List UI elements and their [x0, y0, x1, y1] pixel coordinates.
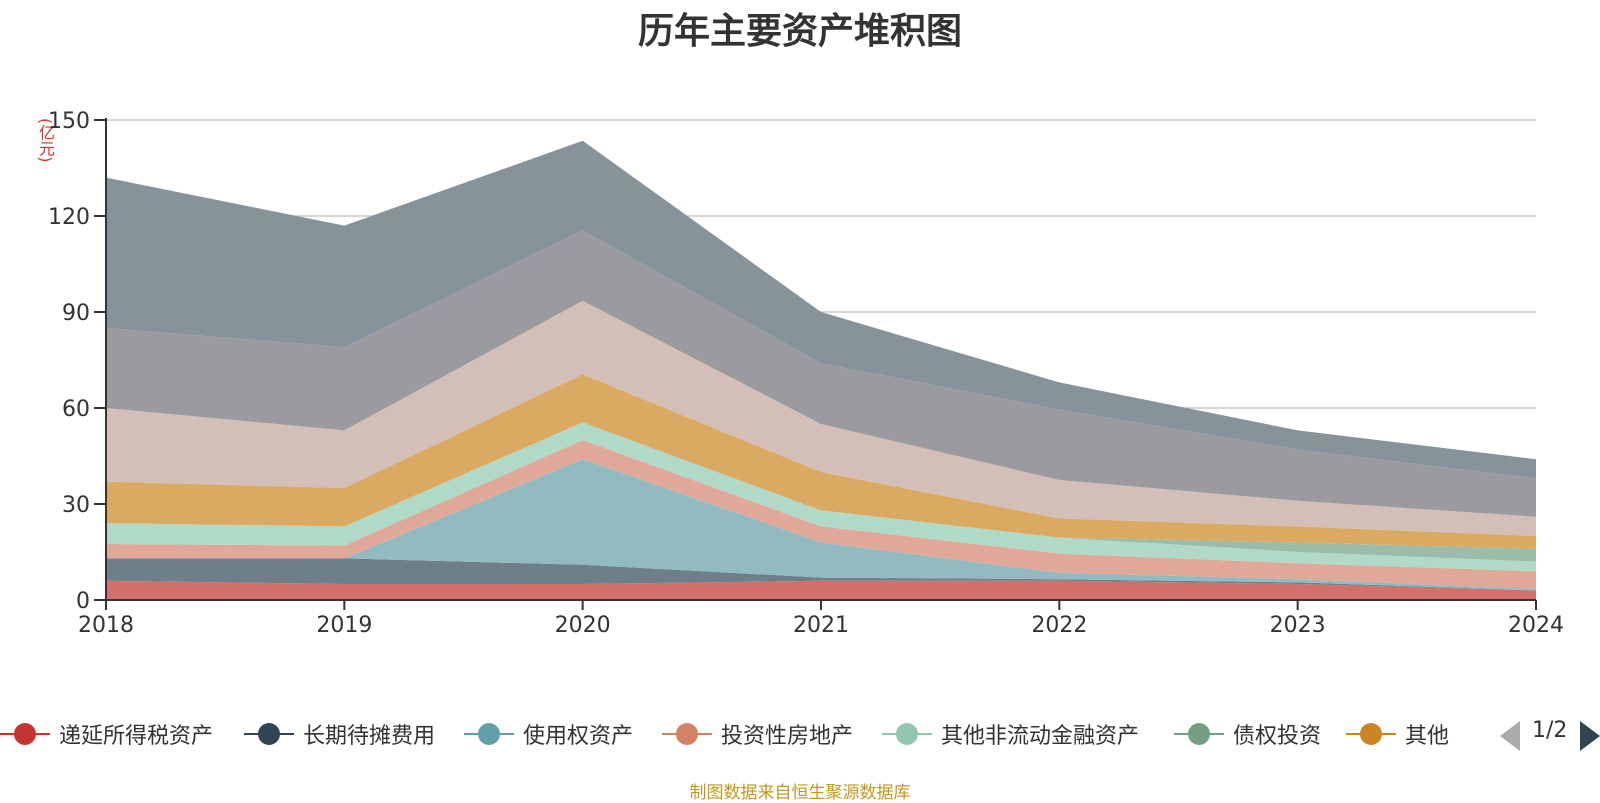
area-series-10 — [106, 140, 1536, 479]
legend-item-1[interactable]: 递延所得税资产 — [0, 716, 213, 752]
area-series-4 — [106, 440, 1536, 589]
x-tick-label: 2019 — [316, 613, 372, 638]
legend-marker-icon — [1174, 716, 1224, 752]
legend-dot-icon — [676, 723, 698, 745]
legend-dot-icon — [1360, 723, 1382, 745]
legend-marker-icon — [464, 716, 514, 752]
x-tick-label: 2024 — [1508, 613, 1564, 638]
legend-label: 使用权资产 — [523, 724, 634, 749]
area-series-9 — [106, 230, 1536, 517]
legend-marker-icon — [0, 716, 50, 752]
legend-marker-icon — [662, 716, 712, 752]
legend-item-4[interactable]: 投资性房地产 — [662, 716, 853, 752]
legend-marker-icon — [882, 716, 932, 752]
legend-label: 债权投资 — [1233, 724, 1322, 749]
legend-dot-icon — [478, 723, 500, 745]
legend-prev-page-icon[interactable] — [1500, 721, 1520, 751]
legend-label: 递延所得税资产 — [59, 724, 214, 749]
legend-item-6[interactable]: 债权投资 — [1174, 716, 1321, 752]
area-series-7 — [106, 374, 1536, 549]
x-tick-label: 2020 — [555, 613, 611, 638]
x-tick-label: 2021 — [793, 613, 849, 638]
legend-item-3[interactable]: 使用权资产 — [464, 716, 633, 752]
legend-label: 长期待摊费用 — [303, 724, 436, 749]
legend-dot-icon — [896, 723, 918, 745]
area-series-8 — [106, 300, 1536, 536]
legend-next-page-icon[interactable] — [1580, 721, 1600, 751]
legend-marker-icon — [1346, 716, 1396, 752]
x-tick-label: 2018 — [78, 613, 134, 638]
y-axis-unit-label: (亿元) — [36, 118, 55, 163]
legend-item-7[interactable]: 其他 — [1346, 716, 1449, 752]
x-tick-label: 2023 — [1270, 613, 1326, 638]
area-series-5 — [106, 422, 1536, 572]
y-tick-label: 0 — [76, 589, 90, 614]
legend-marker-icon — [244, 716, 294, 752]
legend-item-5[interactable]: 其他非流动金融资产 — [882, 716, 1139, 752]
legend-label: 其他非流动金融资产 — [941, 724, 1140, 749]
legend-page-indicator: 1/2 — [1532, 718, 1568, 743]
y-tick-label: 90 — [62, 301, 90, 326]
chart-title: 历年主要资产堆积图 — [637, 11, 962, 52]
legend-item-2[interactable]: 长期待摊费用 — [244, 716, 435, 752]
legend-dot-icon — [14, 723, 36, 745]
area-series-2 — [106, 558, 1536, 591]
stacked-area-chart: 0 30 60 90 120 150 2018 2019 2020 2021 2022 2023 202… — [48, 109, 1564, 638]
legend-label: 投资性房地产 — [721, 724, 854, 749]
area-series-3 — [106, 459, 1536, 591]
area-series-1 — [106, 580, 1536, 600]
legend: 递延所得税资产 长期待摊费用 使用权资产 投资性房地产 其他非流动金融资产 — [0, 716, 1600, 752]
y-tick-label: 150 — [48, 109, 90, 134]
area-series-6 — [106, 422, 1536, 562]
axes — [94, 118, 1537, 610]
x-tick-label: 2022 — [1031, 613, 1087, 638]
y-tick-label: 60 — [62, 397, 90, 422]
area-series — [106, 140, 1536, 600]
legend-label: 其他 — [1405, 724, 1450, 749]
y-tick-label: 120 — [48, 205, 90, 230]
legend-dot-icon — [258, 723, 280, 745]
y-tick-label: 30 — [62, 493, 90, 518]
legend-dot-icon — [1188, 723, 1210, 745]
tick-labels: 0 30 60 90 120 150 2018 2019 2020 2021 2022 2023 202… — [48, 109, 1564, 638]
data-source-note: 制图数据来自恒生聚源数据库 — [689, 783, 911, 803]
